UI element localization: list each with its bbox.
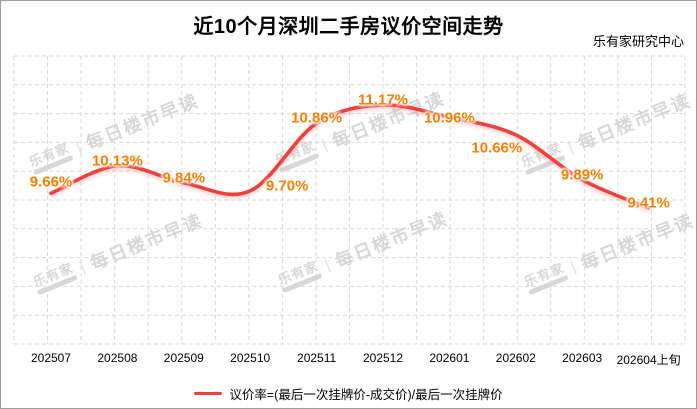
source-label: 乐有家研究中心: [592, 34, 684, 49]
legend: 议价率=(最后一次挂牌价-成交价)/最后一次挂牌价: [1, 384, 696, 403]
legend-line-swatch: [194, 392, 223, 395]
legend-label: 议价率=(最后一次挂牌价-成交价)/最后一次挂牌价: [229, 388, 503, 402]
chart-title: 近10个月深圳二手房议价空间走势: [193, 16, 504, 38]
series-line: [49, 103, 651, 210]
